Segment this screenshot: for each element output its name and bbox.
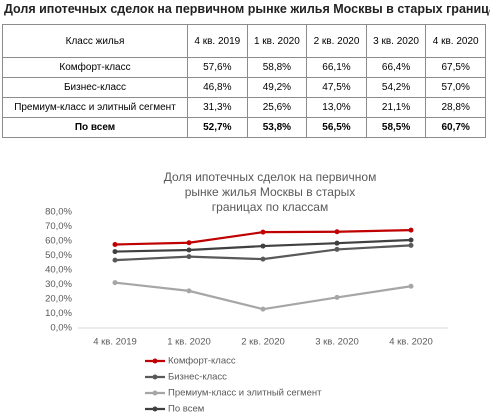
point (186, 254, 192, 260)
column-header: 4 кв. 2020 (425, 24, 486, 58)
series-line (114, 281, 412, 311)
y-tick-label: 60,0% (45, 236, 72, 247)
legend-marker (152, 390, 158, 396)
point (408, 237, 414, 243)
point (408, 227, 414, 233)
point (112, 241, 118, 247)
x-tick-label: 4 кв. 2020 (389, 337, 433, 348)
table-cell: 53,8% (246, 117, 308, 138)
point (408, 242, 414, 248)
page-title: Доля ипотечных сделок на первичном рынке… (4, 2, 490, 16)
column-header: 3 кв. 2020 (365, 24, 427, 58)
y-tick-label: 10,0% (45, 308, 72, 319)
point (260, 229, 266, 235)
y-tick-label: 0,0% (50, 323, 72, 334)
column-header: Класс жилья (2, 24, 188, 58)
column-header: 4 кв. 2019 (187, 24, 248, 58)
point (112, 257, 118, 263)
legend-marker (152, 374, 158, 380)
table-row: По всем 52,7% 53,8% 56,5% 58,5% 60,7% (2, 117, 486, 138)
point (260, 243, 266, 249)
table-row: Премиум-класс и элитный сегмент 31,3% 25,6… (2, 97, 486, 118)
point (334, 294, 340, 300)
legend-marker (152, 406, 158, 412)
y-tick-label: 20,0% (45, 294, 72, 305)
x-tick-label: 2 кв. 2020 (241, 337, 285, 348)
legend-label: Бизнес-класс (168, 372, 227, 383)
point (334, 246, 340, 252)
x-tick-label: 1 кв. 2020 (167, 337, 211, 348)
point (112, 280, 118, 286)
y-tick-label: 80,0% (45, 207, 72, 218)
point (260, 306, 266, 312)
x-tick-label: 3 кв. 2020 (315, 337, 359, 348)
y-tick-label: 50,0% (45, 250, 72, 261)
y-tick-label: 30,0% (45, 279, 72, 290)
column-header: 1 кв. 2020 (246, 24, 308, 58)
table-cell: 67,5% (425, 57, 486, 78)
legend-label: По всем (168, 404, 204, 415)
point (334, 229, 340, 235)
point (186, 240, 192, 246)
point (408, 283, 414, 289)
table-cell: 60,7% (425, 117, 486, 138)
point (112, 249, 118, 255)
y-tick-label: 40,0% (45, 265, 72, 276)
point (186, 288, 192, 294)
chart-title: Доля ипотечных сделок на первичном рынке… (163, 170, 377, 214)
legend-marker (152, 358, 158, 364)
table-cell: 58,5% (365, 117, 427, 138)
x-tick-label: 4 кв. 2019 (93, 337, 137, 348)
table-cell: По всем (2, 117, 188, 138)
data-table: Класс жилья 4 кв. 2019 1 кв. 2020 2 кв. 202… (2, 24, 486, 138)
legend-label: Премиум-класс и элитный сегмент (168, 388, 322, 399)
point (260, 256, 266, 262)
legend-label: Комфорт-класс (168, 356, 236, 367)
y-tick-label: 70,0% (45, 221, 72, 232)
point (186, 247, 192, 253)
point (334, 240, 340, 246)
